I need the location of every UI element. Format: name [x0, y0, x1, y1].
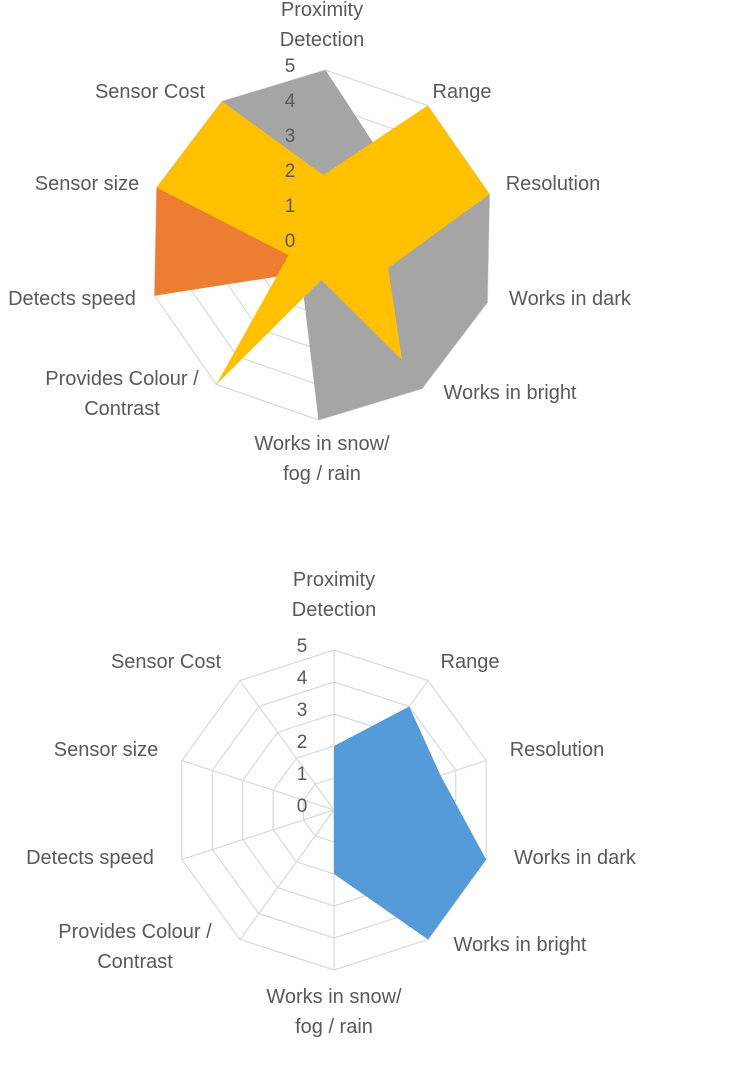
axis-label: Sensor size	[54, 739, 159, 761]
axis-label: Provides Colour / Contrast	[58, 921, 212, 973]
axis-label: Detects speed	[8, 288, 136, 310]
axis-label: Works in dark	[514, 847, 637, 869]
tick-label: 1	[285, 196, 296, 217]
tick-label: 3	[285, 126, 296, 147]
tick-label: 1	[297, 764, 308, 785]
tick-label: 0	[297, 796, 308, 817]
tick-label: 2	[297, 732, 308, 753]
series-area-1	[212, 706, 487, 940]
grid-spoke	[239, 809, 335, 940]
axis-label: Range	[441, 651, 500, 673]
tick-label: 4	[297, 668, 308, 689]
series-area-3	[156, 101, 490, 385]
axis-label: Works in snow/fog / rain	[254, 433, 390, 485]
axis-label: Works in bright	[443, 382, 576, 404]
axis-label: Sensor size	[35, 173, 140, 195]
grid-spoke	[181, 759, 335, 811]
axis-label: Sensor Cost	[95, 81, 205, 103]
tick-label: 2	[285, 161, 296, 182]
axis-label: Detects speed	[26, 847, 154, 869]
axis-label: Works in snow/fog / rain	[266, 986, 402, 1038]
tick-label: 3	[297, 700, 308, 721]
radar-chart-bottom: 0 1 2 3 4 5 Proximity Detection Range Resolution W…	[26, 569, 637, 1038]
grid-spoke	[239, 680, 335, 811]
axis-label: Range	[433, 81, 492, 103]
axis-label: Resolution	[510, 739, 605, 761]
axis-label: Provides Colour / Contrast	[45, 368, 199, 420]
tick-label: 0	[285, 231, 296, 252]
axis-label: Works in bright	[453, 934, 586, 956]
axis-label: Sensor Cost	[111, 651, 221, 673]
axis-label: Proximity Detection	[292, 569, 377, 621]
axis-label: Proximity Detection	[280, 0, 365, 51]
tick-label: 5	[297, 636, 308, 657]
radar-chart-top: 0 1 2 3 4 5 Proximity Detection Range Resolution W…	[8, 0, 632, 485]
tick-label: 4	[285, 91, 296, 112]
tick-label: 5	[285, 56, 296, 77]
axis-label: Works in dark	[509, 288, 632, 310]
grid-spoke	[181, 809, 335, 861]
axis-label: Resolution	[506, 173, 601, 195]
